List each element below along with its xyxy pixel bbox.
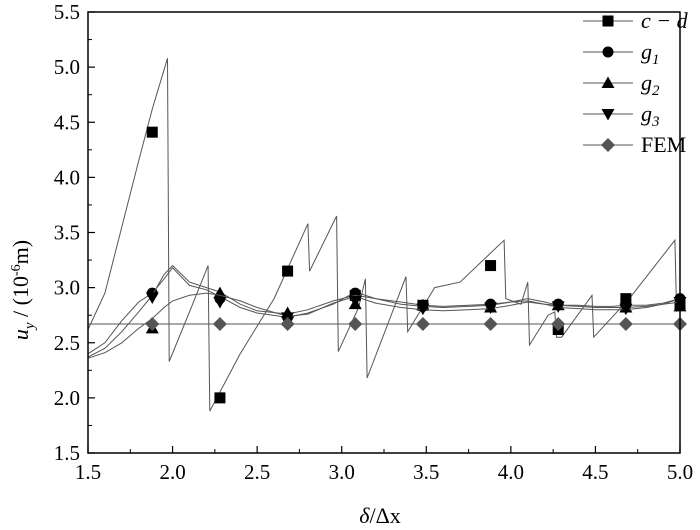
data-point-fem	[551, 317, 566, 332]
x-tick-label: 2.5	[244, 460, 270, 484]
series-line-c-d	[87, 58, 678, 412]
data-point-c-d	[214, 392, 226, 404]
data-point-c-d	[485, 260, 497, 272]
legend-marker-g3	[601, 109, 615, 121]
data-point-fem	[280, 317, 295, 332]
plot-series	[87, 58, 687, 412]
data-point-fem	[483, 317, 498, 332]
legend-marker-g2	[601, 76, 615, 88]
series-line-g1	[87, 267, 681, 355]
x-tick-label: 5.0	[667, 460, 693, 484]
legend-marker-c-d	[602, 15, 614, 27]
y-tick-label: 3.5	[54, 221, 80, 245]
plot-frame	[87, 11, 681, 454]
data-point-c-d	[146, 126, 158, 138]
data-point-g3	[145, 292, 159, 305]
y-tick-label: 5.0	[54, 55, 80, 79]
data-point-fem	[348, 317, 363, 332]
tick-labels: 1.5 2.0 2.5 3.0 3.5 4.0 4.5 5.0 1.5 2.0 2.5 3.0 3.5 4…	[54, 0, 693, 484]
data-point-g3	[619, 303, 633, 316]
legend-label-fem: FEM	[641, 132, 686, 157]
data-point-fem	[415, 317, 430, 332]
x-tick-label: 4.5	[582, 460, 608, 484]
legend-item-c-d: c − d	[583, 8, 689, 33]
data-point-g3	[416, 303, 430, 316]
data-point-fem	[212, 317, 227, 332]
data-point-g3	[551, 301, 565, 313]
legend-item-g2: g2	[583, 70, 660, 99]
data-point-c-d	[282, 265, 294, 277]
legend-label-g2: g2	[641, 70, 660, 99]
x-tick-label: 4.0	[498, 460, 524, 484]
series-line-g3	[87, 292, 681, 359]
y-tick-label: 1.5	[54, 441, 80, 465]
series-line-g2	[87, 264, 681, 358]
data-point-g3	[213, 296, 227, 309]
legend-item-g1: g1	[583, 39, 660, 68]
series-fem	[88, 317, 687, 332]
legend-label-c-d: c − d	[641, 8, 689, 33]
data-point-c-d	[620, 293, 632, 305]
data-point-g3	[348, 295, 362, 308]
legend-marker-g1	[602, 46, 614, 58]
x-tick-label: 1.5	[75, 460, 101, 484]
y-tick-label: 2.5	[54, 331, 80, 355]
x-tick-label: 3.0	[329, 460, 355, 484]
series-g2	[87, 264, 687, 358]
legend-label-g1: g1	[641, 39, 660, 68]
x-tick-label: 3.5	[413, 460, 439, 484]
x-tick-label: 2.0	[159, 460, 185, 484]
legend-marker-fem	[601, 138, 615, 152]
y-axis-title: uy / (10-6m)	[8, 240, 38, 340]
y-tick-label: 5.5	[54, 0, 80, 24]
y-tick-label: 4.5	[54, 110, 80, 134]
x-axis-title: δ/Δx	[359, 503, 401, 528]
legend-item-fem: FEM	[583, 132, 686, 157]
tick-marks	[87, 11, 681, 454]
data-point-fem	[618, 317, 633, 332]
data-point-fem	[145, 317, 160, 332]
y-tick-label: 3.0	[54, 276, 80, 300]
series-c-d	[87, 58, 686, 412]
data-point-g3	[484, 302, 498, 314]
series-g3	[87, 292, 687, 359]
y-tick-label: 4.0	[54, 165, 80, 189]
legend-label-g3: g3	[641, 101, 660, 130]
legend-item-g3: g3	[583, 101, 660, 130]
y-tick-label: 2.0	[54, 386, 80, 410]
